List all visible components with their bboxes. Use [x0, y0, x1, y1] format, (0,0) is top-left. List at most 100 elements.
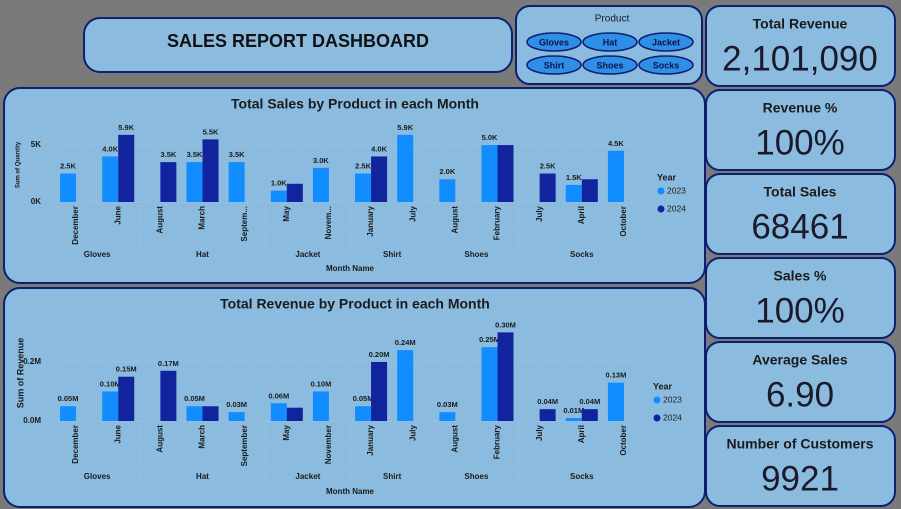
- kpi-card: [705, 257, 896, 339]
- bar: [497, 145, 514, 202]
- kpi-value: 2,101,090: [722, 39, 878, 78]
- kpi-card: [705, 89, 896, 171]
- data-label: 4.5K: [608, 139, 624, 148]
- legend-marker: [653, 414, 661, 422]
- bar: [60, 173, 77, 202]
- bar: [160, 370, 177, 421]
- data-label: 2.5K: [355, 162, 371, 171]
- data-label: 5.0K: [482, 133, 498, 142]
- data-label: 0.05M: [58, 394, 79, 403]
- bar: [371, 361, 388, 421]
- data-label: 2.5K: [60, 162, 76, 171]
- x-tick-label: November: [324, 425, 333, 464]
- data-label: 2.5K: [540, 162, 556, 171]
- slicer-button[interactable]: Shoes: [582, 55, 638, 75]
- x-tick-label: Novem...: [324, 206, 333, 239]
- bar: [565, 184, 582, 202]
- legend-marker: [657, 187, 665, 195]
- button-label[interactable]: Gloves: [539, 37, 569, 47]
- data-label: 0.05M: [353, 394, 374, 403]
- x-tick-label: October: [619, 425, 628, 456]
- x-tick-label: May: [282, 424, 291, 440]
- slicer-button[interactable]: Socks: [638, 55, 694, 75]
- button-shape[interactable]: [526, 32, 582, 52]
- button-shape[interactable]: [638, 32, 694, 52]
- x-tick-label: April: [577, 206, 586, 224]
- x-tick-label: August: [155, 425, 164, 453]
- x-tick-label: July: [535, 205, 544, 222]
- kpi-title: Total Revenue: [753, 16, 848, 32]
- legend-marker: [653, 396, 661, 404]
- slicer-button[interactable]: Jacket: [638, 32, 694, 52]
- data-label: 4.0K: [371, 144, 387, 153]
- x-tick-label: May: [282, 205, 291, 221]
- group-label: Jacket: [295, 472, 320, 481]
- x-tick-label: September: [240, 425, 249, 466]
- bar: [481, 347, 498, 421]
- slicer-button[interactable]: Shirt: [526, 55, 582, 75]
- x-tick-label: Septem...: [240, 206, 249, 242]
- slicer-buttons: Gloves Hat Jacket Shirt Shoes Socks: [526, 32, 694, 75]
- group-label: Jacket: [295, 250, 320, 259]
- kpi-card: [705, 341, 896, 423]
- data-label: 4.0K: [102, 144, 118, 153]
- button-label[interactable]: Jacket: [652, 37, 680, 47]
- bar: [228, 162, 245, 202]
- y-axis-title: Sum of Revenue: [15, 338, 25, 409]
- kpi-title: Average Sales: [752, 352, 847, 368]
- bar: [355, 173, 372, 202]
- x-tick-label: July: [408, 424, 417, 441]
- bar: [607, 150, 624, 202]
- bar: [397, 350, 414, 421]
- kpi-title: Number of Customers: [726, 436, 873, 452]
- data-label: 5.9K: [118, 123, 134, 132]
- bar: [565, 418, 582, 421]
- x-tick-label: August: [450, 425, 459, 453]
- x-tick-label: June: [113, 205, 122, 224]
- bar: [202, 139, 219, 202]
- kpi-value: 100%: [755, 291, 845, 330]
- bar: [186, 406, 203, 421]
- button-shape[interactable]: [582, 32, 638, 52]
- button-label[interactable]: Hat: [603, 37, 618, 47]
- bar: [60, 406, 77, 421]
- kpi-title: Sales %: [774, 268, 827, 284]
- x-tick-label: January: [366, 424, 375, 455]
- data-label: 0.30M: [495, 320, 516, 329]
- button-shape[interactable]: [526, 55, 582, 75]
- bar: [312, 167, 329, 202]
- x-tick-label: February: [493, 424, 502, 459]
- button-label[interactable]: Shirt: [544, 60, 565, 70]
- kpi-card: [705, 5, 896, 87]
- bar: [312, 391, 329, 421]
- data-label: 0.25M: [479, 335, 500, 344]
- bar: [355, 406, 372, 421]
- group-label: Socks: [570, 250, 594, 259]
- y-tick-label: 0.0M: [23, 416, 41, 425]
- bar: [270, 190, 287, 202]
- data-label: 1.5K: [566, 173, 582, 182]
- data-label: 2.0K: [439, 167, 455, 176]
- data-label: 0.17M: [158, 359, 179, 368]
- kpi-card: [705, 173, 896, 255]
- slicer-button[interactable]: Gloves: [526, 32, 582, 52]
- bar: [371, 156, 388, 202]
- bar: [270, 403, 287, 421]
- group-label: Shoes: [464, 250, 489, 259]
- button-label[interactable]: Shoes: [596, 60, 623, 70]
- x-axis-title: Month Name: [326, 264, 375, 273]
- slicer-button[interactable]: Hat: [582, 32, 638, 52]
- button-shape[interactable]: [638, 55, 694, 75]
- kpi-cards: Total Revenue 2,101,090 Revenue % 100% Total…: [705, 5, 896, 507]
- x-tick-label: February: [493, 205, 502, 240]
- button-shape[interactable]: [582, 55, 638, 75]
- kpi-value: 6.90: [766, 375, 834, 414]
- data-label: 0.24M: [395, 338, 416, 347]
- x-tick-label: March: [198, 425, 207, 449]
- data-label: 0.04M: [537, 397, 558, 406]
- group-label: Shirt: [383, 472, 402, 481]
- bar: [102, 156, 119, 202]
- data-label: 3.5K: [160, 150, 176, 159]
- bar: [581, 179, 598, 202]
- button-label[interactable]: Socks: [653, 60, 680, 70]
